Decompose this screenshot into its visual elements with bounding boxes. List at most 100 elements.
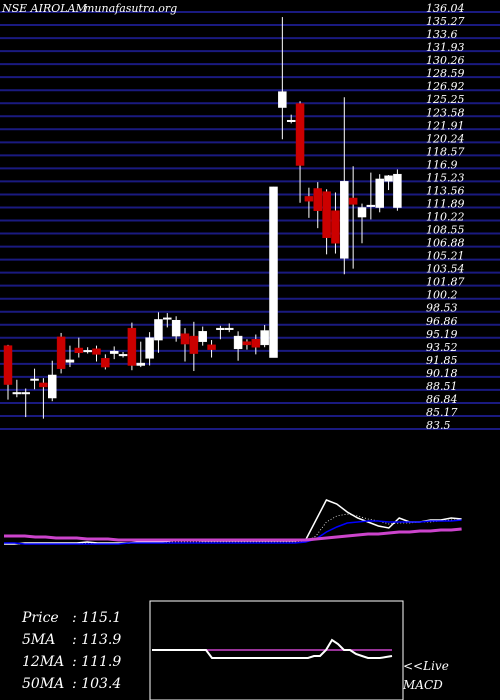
ma50-row: 50MA : 103.4 <box>22 676 150 696</box>
price-tick-label: 88.51 <box>426 380 458 393</box>
candle-up <box>269 186 278 358</box>
price-tick-label: 103.54 <box>426 263 465 276</box>
price-tick-label: 116.9 <box>426 158 458 171</box>
price-tick-label: 105.21 <box>426 250 465 263</box>
candle-up <box>118 354 128 357</box>
site-label: munafasutra.org <box>84 2 177 15</box>
price-tick-label: 85.17 <box>426 406 458 419</box>
price-tick-label: 133.6 <box>426 28 458 41</box>
indicator-line-ma_short <box>4 513 462 545</box>
price-tick-label: 86.84 <box>426 393 458 406</box>
candle-down <box>3 345 13 385</box>
indicator-line-ma_long <box>4 519 462 545</box>
candle-down <box>251 339 261 348</box>
candle-up <box>198 331 207 342</box>
candle-down <box>189 335 199 354</box>
price-tick-label: 123.58 <box>426 106 465 119</box>
ma50-label: 50MA <box>22 676 65 692</box>
ma12-label: 12MA <box>22 654 65 670</box>
price-tick-label: 135.27 <box>426 15 465 28</box>
candle-up <box>30 378 39 381</box>
price-tick-label: 98.53 <box>426 302 458 315</box>
price-row: Price : 115.1 <box>22 610 150 630</box>
ma5-value: : 113.9 <box>72 632 122 648</box>
candle-down <box>127 327 137 366</box>
price-tick-label: 126.92 <box>426 80 465 93</box>
price-tick-label: 100.2 <box>426 289 458 302</box>
macd-line <box>152 638 393 659</box>
candle-up <box>216 327 225 331</box>
price-tick-label: 113.56 <box>426 184 465 197</box>
price-tick-label: 118.57 <box>426 145 465 158</box>
macd-panel <box>149 600 404 700</box>
ma5-row: 5MA : 113.9 <box>22 632 150 652</box>
candle-down <box>331 210 340 244</box>
price-value: : 115.1 <box>72 610 122 626</box>
price-tick-label: 108.55 <box>426 224 465 237</box>
price-tick-label: 130.26 <box>426 54 465 67</box>
price-tick-label: 83.5 <box>426 419 451 432</box>
candle-up <box>48 374 57 399</box>
candle-up <box>384 175 393 182</box>
price-axis: 136.04135.27133.6131.93130.26128.59126.9… <box>426 2 465 432</box>
candle-up <box>366 204 376 207</box>
candle-up <box>12 392 22 395</box>
ma12-row: 12MA : 111.9 <box>22 654 150 674</box>
price-tick-label: 121.91 <box>426 119 465 132</box>
macd-title-label: MACD <box>402 678 443 692</box>
candle-down <box>304 196 314 202</box>
candle-up <box>375 178 384 208</box>
price-tick-label: 110.22 <box>426 211 465 224</box>
candle-down <box>180 333 190 345</box>
price-tick-label: 93.52 <box>426 341 458 354</box>
candle-down <box>92 348 101 355</box>
ma12-value: : 111.9 <box>72 654 122 670</box>
candle-up <box>225 327 234 330</box>
ma5-label: 5MA <box>22 632 56 648</box>
price-tick-label: 101.87 <box>426 276 465 289</box>
candle-up <box>145 337 154 359</box>
price-tick-label: 128.59 <box>426 67 465 80</box>
price-tick-label: 90.18 <box>426 367 458 380</box>
candle-up <box>171 319 181 337</box>
macd-live-label: <<Live <box>403 659 449 673</box>
price-tick-label: 96.86 <box>426 315 458 328</box>
candle-up <box>109 350 119 354</box>
candle-down <box>56 336 66 369</box>
candle-up <box>136 362 145 366</box>
indicator-line-ma_slow <box>4 527 462 542</box>
candle-down <box>348 197 358 205</box>
price-tick-label: 115.23 <box>426 171 465 184</box>
candle-down <box>207 344 216 350</box>
ma50-value: : 103.4 <box>72 676 122 692</box>
candle-up <box>357 207 367 218</box>
candle-down <box>39 382 48 388</box>
price-tick-label: 95.19 <box>426 328 458 341</box>
candle-up <box>286 119 296 122</box>
price-tick-label: 106.88 <box>426 237 465 250</box>
candle-up <box>278 91 287 108</box>
candle-up <box>260 330 269 346</box>
candlesticks <box>3 17 402 419</box>
candle-down <box>242 341 252 346</box>
price-tick-label: 131.93 <box>426 41 465 54</box>
candle-down <box>322 191 331 238</box>
symbol-label: NSE AIROLAM <box>1 2 88 15</box>
price-label: Price <box>22 610 59 626</box>
candle-up <box>21 392 30 395</box>
candle-down <box>74 347 84 354</box>
candle-up <box>340 181 349 259</box>
indicator-panel <box>4 499 462 545</box>
candle-up <box>233 335 243 350</box>
price-tick-label: 91.85 <box>426 354 458 367</box>
candle-down <box>101 358 110 368</box>
candle-up <box>154 319 163 341</box>
price-summary-box: Price : 115.1 5MA : 113.9 12MA : 111.9 50MA… <box>0 604 150 700</box>
candle-up <box>65 359 75 363</box>
price-tick-label: 111.89 <box>426 197 465 210</box>
candle-up <box>163 317 172 320</box>
candle-up <box>393 173 402 208</box>
price-tick-label: 125.25 <box>426 93 465 106</box>
